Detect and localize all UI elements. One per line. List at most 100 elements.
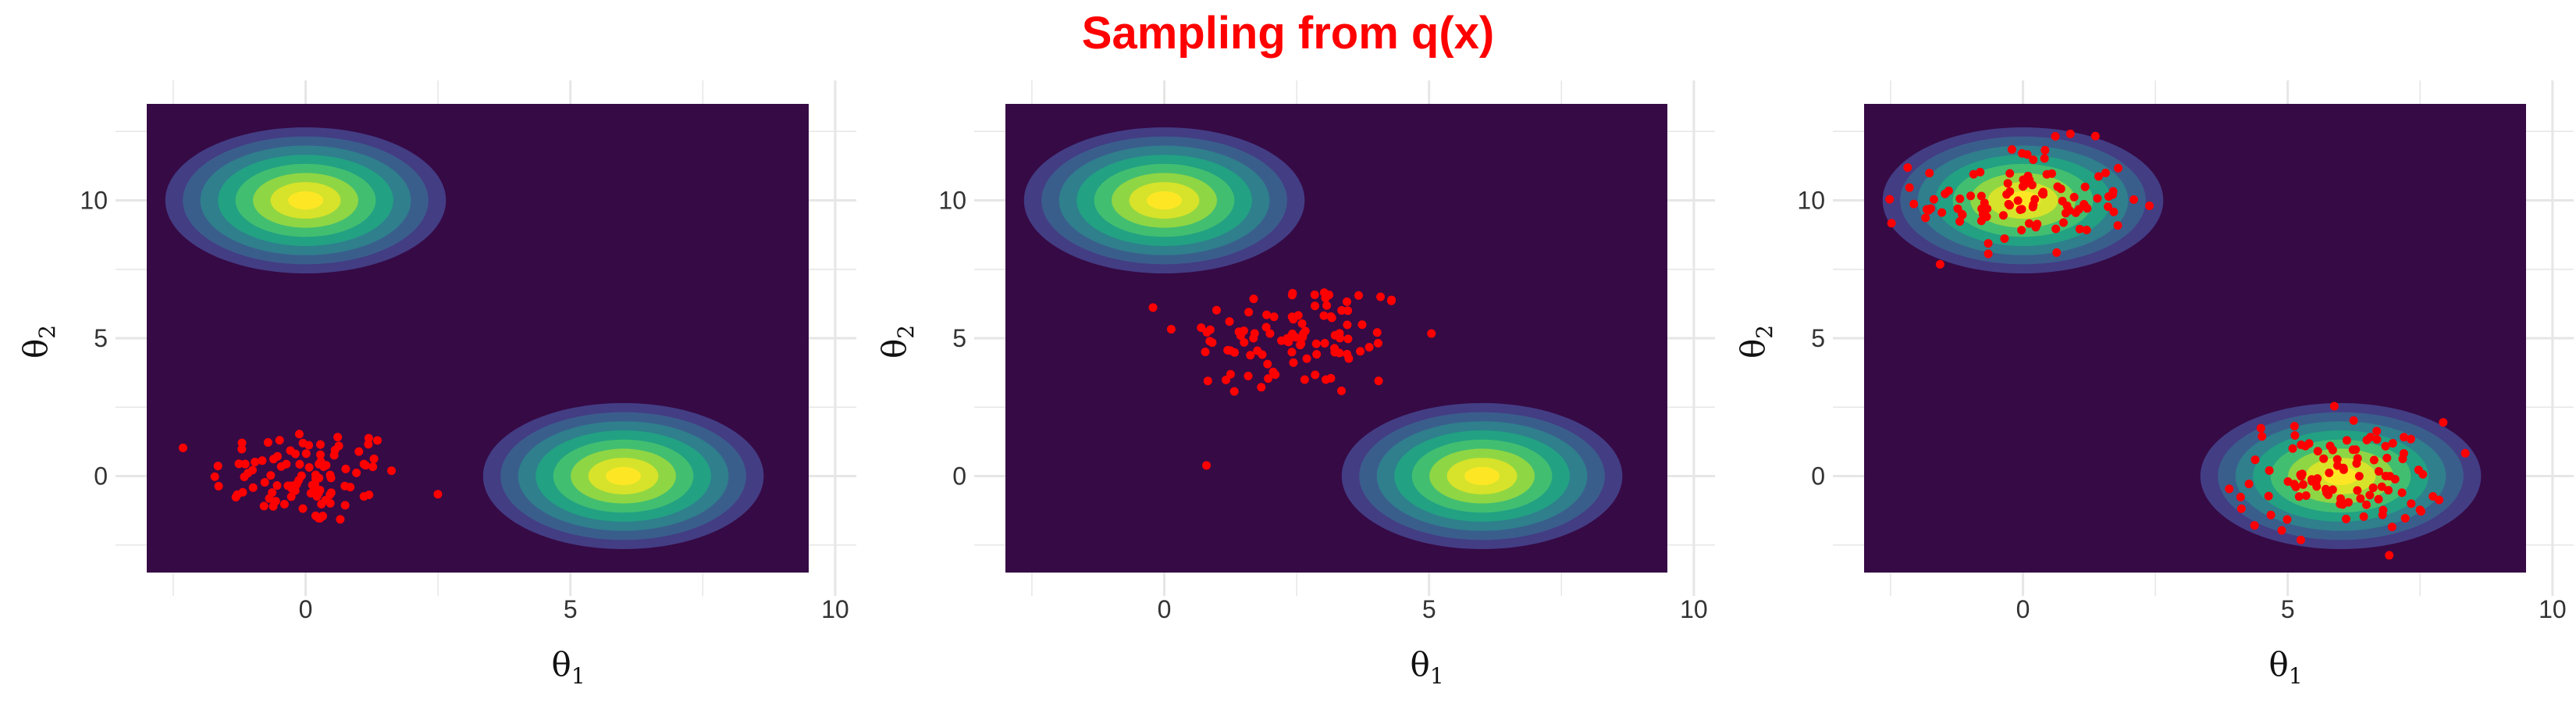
sample-point: [2362, 500, 2371, 509]
sample-point: [279, 499, 289, 509]
panels-container: 0 5 10 0 5 10 θ1 θ2 0 5 10 0 5 10 θ1 θ2 0 5 10 0 5 10 θ1 θ2: [16, 80, 2574, 689]
tick-labels: 0 5 10 0 5 10: [938, 187, 1707, 623]
sample-points: [1148, 288, 1436, 470]
y-tick-label: 0: [94, 462, 108, 490]
sample-point: [2353, 454, 2362, 463]
sample-point: [1297, 319, 1307, 328]
sample-point: [1300, 375, 1309, 384]
sample-point: [2065, 129, 2075, 138]
sample-point: [234, 459, 244, 469]
y-axis-label: θ2: [16, 325, 60, 359]
sample-point: [2007, 145, 2016, 154]
sample-point: [340, 501, 350, 510]
sample-point: [1268, 367, 1278, 376]
sample-point: [334, 441, 343, 451]
x-tick-label: 10: [2539, 595, 2567, 623]
sample-point: [1955, 217, 1965, 227]
sample-point: [2384, 486, 2393, 495]
sample-point: [2108, 190, 2118, 199]
sample-point: [2113, 221, 2122, 230]
sample-point: [2000, 234, 2009, 243]
sample-point: [1905, 183, 1914, 192]
sample-point: [1287, 348, 1297, 357]
sample-point: [1935, 259, 1944, 269]
sample-point: [237, 438, 247, 448]
sample-point: [2387, 523, 2396, 532]
sample-point: [1148, 303, 1158, 312]
sample-point: [2129, 195, 2139, 205]
sample-point: [326, 498, 335, 508]
sample-point: [2349, 416, 2358, 425]
sample-point: [2053, 182, 2062, 191]
sample-point: [1212, 305, 1221, 315]
sample-point: [2016, 205, 2025, 214]
sample-point: [1311, 370, 1320, 380]
sample-point: [282, 459, 291, 469]
sample-point: [306, 489, 315, 498]
sample-point: [2002, 190, 2012, 199]
sample-point: [1262, 310, 1272, 319]
sample-point: [2019, 180, 2029, 190]
sample-point: [2362, 435, 2371, 444]
sample-point: [2041, 145, 2050, 155]
sample-point: [1326, 373, 1336, 383]
sample-point: [1302, 354, 1311, 363]
sample-point: [1284, 337, 1293, 347]
sample-point: [1356, 347, 1365, 356]
x-axis-label: θ1: [1411, 645, 1444, 689]
sample-point: [298, 504, 308, 513]
sample-point: [248, 483, 258, 492]
y-tick-label: 5: [952, 324, 966, 352]
sample-point: [295, 459, 304, 469]
sample-point: [2114, 163, 2123, 173]
sample-point: [315, 440, 325, 449]
target-mode-contour: [482, 402, 764, 549]
sample-point: [1236, 331, 1245, 341]
sample-point: [1312, 350, 1322, 359]
sample-point: [433, 490, 443, 499]
sample-point: [2336, 499, 2345, 509]
sample-point: [310, 480, 319, 490]
sample-point: [1984, 249, 1993, 259]
sample-point: [315, 473, 324, 483]
sample-point: [2244, 480, 2254, 489]
target-mode-contour: [1023, 127, 1305, 274]
sample-point: [361, 461, 370, 470]
sample-point: [2005, 169, 2015, 178]
sample-point: [1976, 191, 1986, 201]
x-tick-label: 5: [564, 595, 578, 623]
sample-point: [266, 471, 276, 480]
sample-point: [2290, 430, 2300, 440]
sample-point: [2372, 426, 2382, 436]
sample-point: [1311, 302, 1320, 311]
sample-point: [329, 451, 339, 460]
sample-point: [238, 487, 247, 497]
sample-point: [336, 515, 345, 524]
sample-point: [1269, 312, 1279, 322]
sample-point: [2023, 171, 2033, 180]
sample-point: [2407, 499, 2416, 509]
sample-point: [2145, 201, 2154, 210]
sample-point: [2397, 488, 2407, 498]
sample-point: [265, 494, 274, 503]
sample-point: [2080, 182, 2090, 191]
sample-point: [1205, 325, 1215, 334]
sample-point: [2256, 423, 2265, 433]
sample-point: [2258, 432, 2267, 441]
sample-point: [333, 433, 343, 442]
sample-point: [1955, 194, 1965, 204]
sample-point: [2400, 513, 2410, 523]
sample-point: [1966, 191, 1976, 201]
sample-point: [2093, 194, 2102, 203]
sample-point: [260, 478, 269, 487]
sample-point: [1244, 308, 1254, 317]
sample-point: [1201, 347, 1210, 356]
sample-point: [369, 454, 379, 463]
tick-labels: 0 5 10 0 5 10: [80, 187, 849, 623]
sample-point: [237, 444, 247, 454]
sample-point: [294, 430, 304, 439]
sample-point: [213, 462, 222, 471]
sample-point: [1372, 328, 1382, 337]
sample-points: [1885, 129, 2470, 560]
sample-point: [2372, 435, 2382, 444]
